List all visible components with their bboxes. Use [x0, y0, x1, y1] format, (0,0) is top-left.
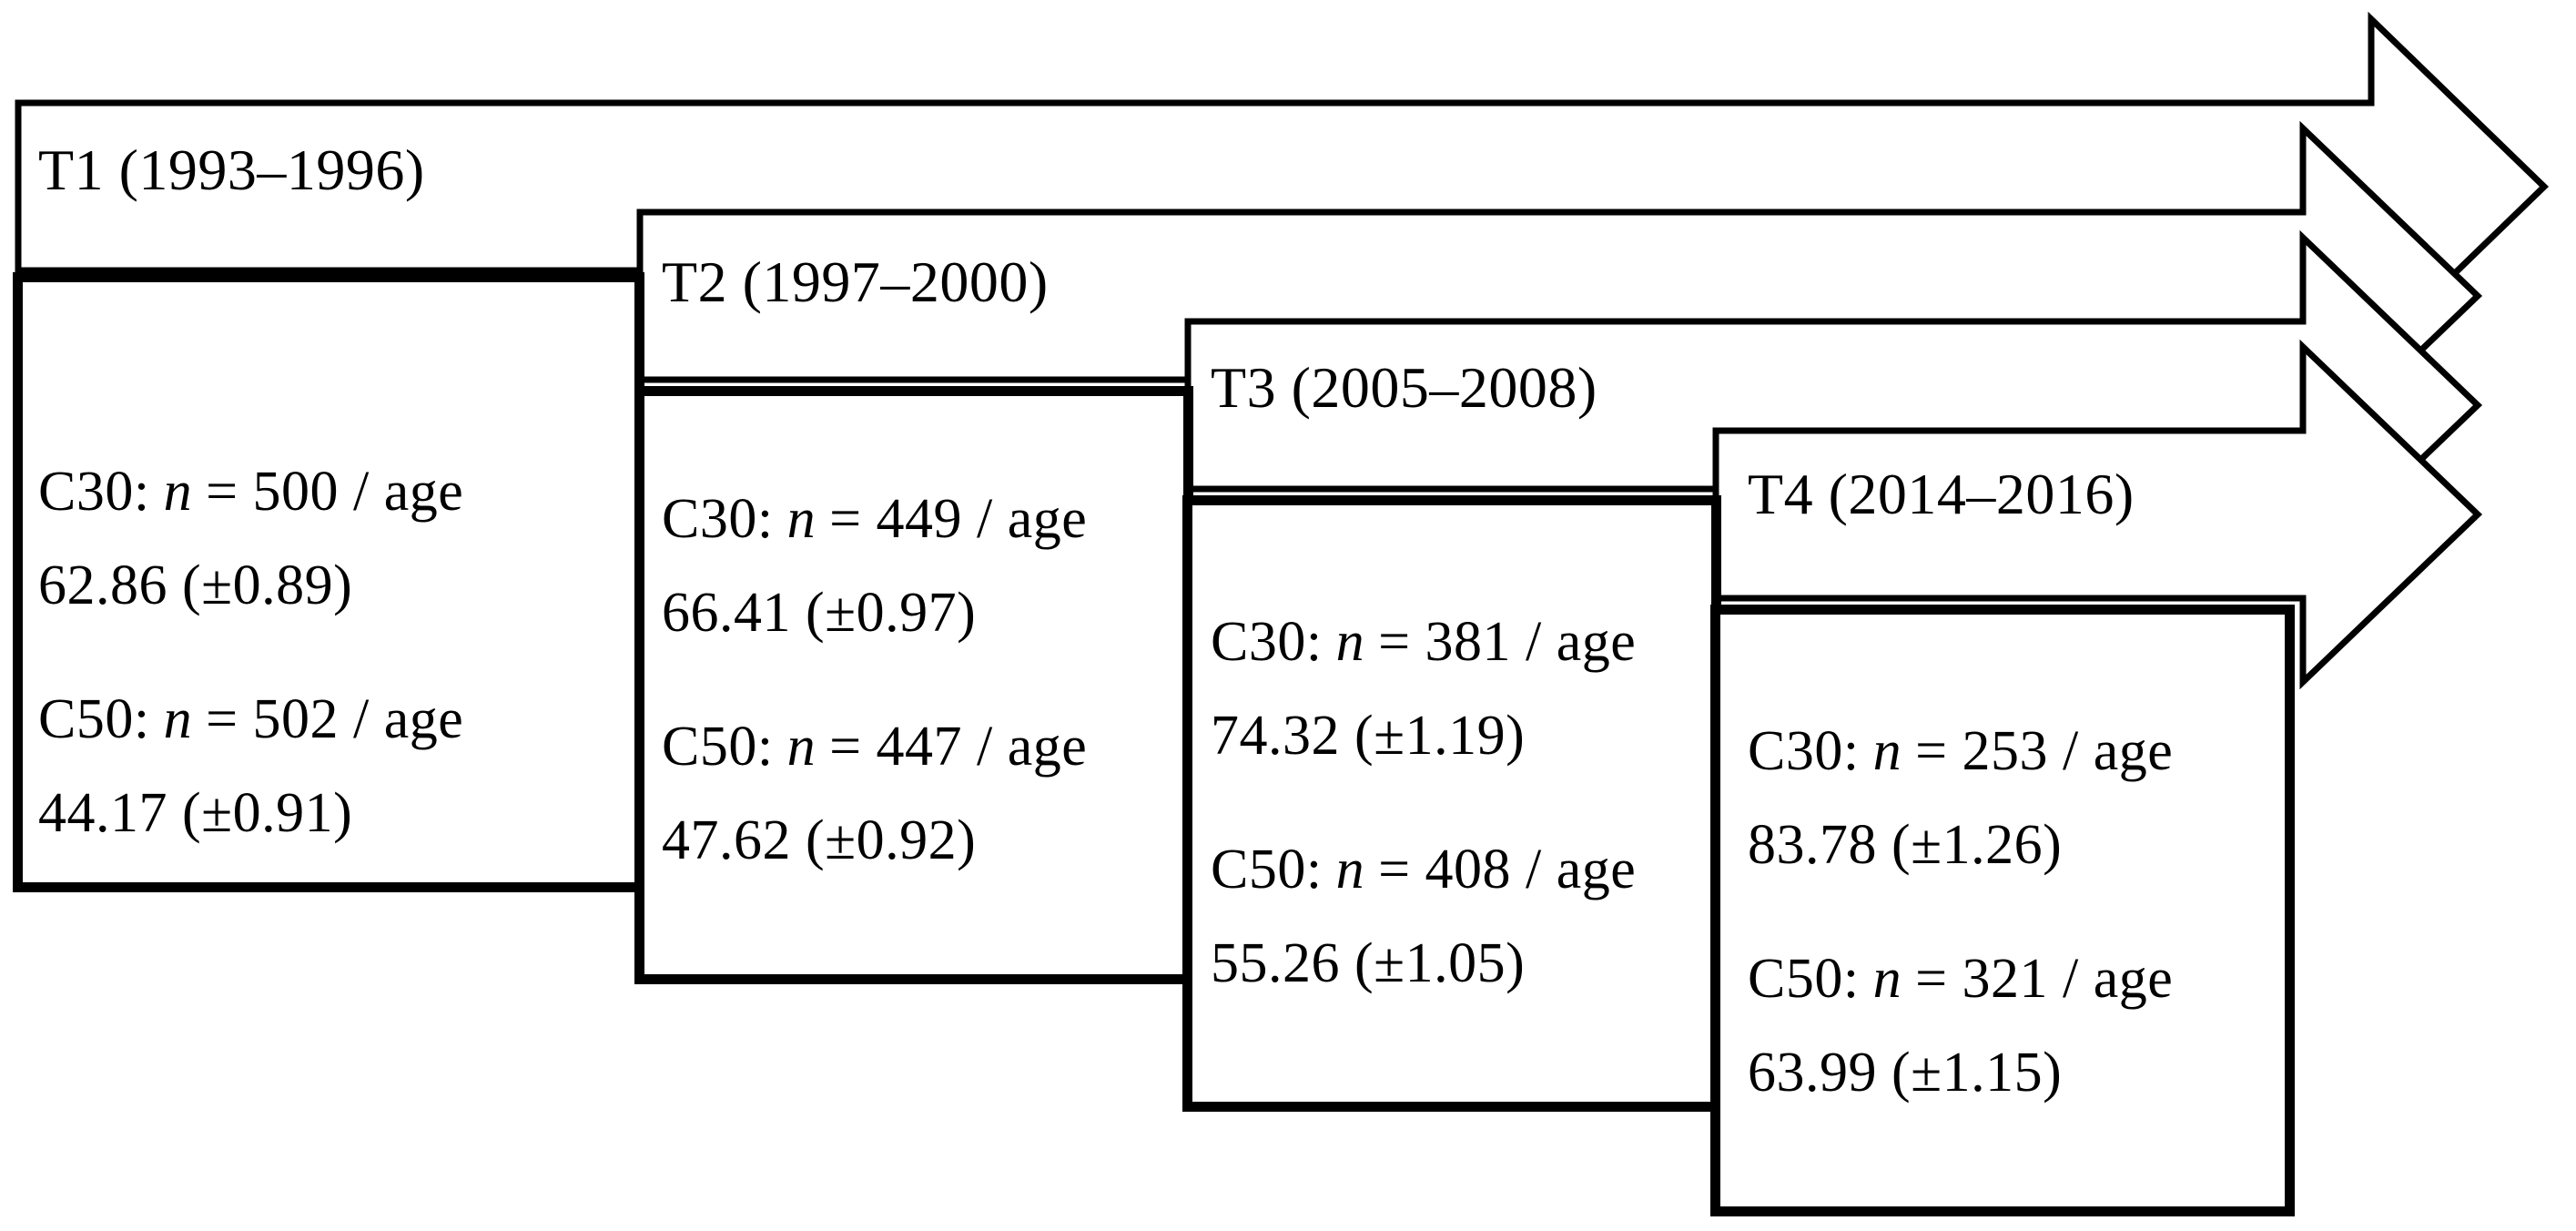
t3-banner-label: T3 (2005–2008) — [1211, 355, 1597, 420]
t4-c30-n-var: n — [1872, 720, 1902, 782]
t3-c50-cohort: C50: — [1211, 839, 1323, 900]
t4-c30-stat: 83.78 (±1.26) — [1748, 814, 2063, 876]
t3-c50-line: C50: n = 408 / age — [1211, 833, 1636, 906]
t4-c50-cohort: C50: — [1748, 948, 1860, 1010]
t2-c50-value: = 447 / age — [829, 716, 1088, 778]
t4-c30-cohort: C30: — [1748, 720, 1860, 782]
t1-c50-stat: 44.17 (±0.91) — [38, 782, 353, 844]
t4-banner-label: T4 (2014–2016) — [1748, 462, 2135, 526]
t4-c30-line: C30: n = 253 / age — [1748, 715, 2173, 788]
t2-c30-value: = 449 / age — [829, 488, 1088, 550]
t1-c50-value: = 502 / age — [206, 688, 464, 750]
t3-c30-cohort: C30: — [1211, 611, 1323, 673]
t2-c50-stat: 47.62 (±0.92) — [662, 809, 977, 871]
t4-c50-n-var: n — [1872, 948, 1902, 1010]
t4-c30-value: = 253 / age — [1915, 720, 2174, 782]
t2-c50-cohort: C50: — [662, 716, 774, 778]
t2-c30-n-var: n — [786, 488, 816, 550]
t1-banner-label: T1 (1993–1996) — [38, 137, 425, 202]
t1-c50-n-var: n — [163, 688, 193, 750]
t3-c30-value: = 381 / age — [1378, 611, 1637, 673]
t2-c30-stat: 66.41 (±0.97) — [662, 582, 977, 644]
t3-c30-line: C30: n = 381 / age — [1211, 605, 1636, 678]
t1-stats-box — [13, 272, 644, 892]
t1-c30-n-var: n — [163, 461, 193, 523]
t2-c30-line: C30: n = 449 / age — [662, 483, 1087, 555]
t3-c30-n-var: n — [1335, 611, 1365, 673]
t2-c30-cohort: C30: — [662, 488, 774, 550]
t4-c50-line: C50: n = 321 / age — [1748, 942, 2173, 1015]
t2-stats-box — [634, 386, 1193, 984]
t1-c30-value: = 500 / age — [206, 461, 464, 523]
t3-c50-stat: 55.26 (±1.05) — [1211, 932, 1526, 994]
t4-arrow-banner — [1712, 339, 2483, 690]
t3-c50-value: = 408 / age — [1378, 839, 1637, 900]
t3-c30-stat: 74.32 (±1.19) — [1211, 705, 1526, 767]
t1-c50-cohort: C50: — [38, 688, 150, 750]
t2-c50-line: C50: n = 447 / age — [662, 710, 1087, 783]
t1-c30-cohort: C30: — [38, 461, 150, 523]
t1-c50-line: C50: n = 502 / age — [38, 683, 463, 756]
t4-stats-box — [1710, 605, 2295, 1216]
t4-c50-stat: 63.99 (±1.15) — [1748, 1042, 2063, 1104]
t2-banner-label: T2 (1997–2000) — [662, 249, 1049, 314]
t4-c50-value: = 321 / age — [1915, 948, 2174, 1010]
t3-c50-n-var: n — [1335, 839, 1365, 900]
t1-c30-stat: 62.86 (±0.89) — [38, 554, 353, 616]
t3-stats-box — [1182, 495, 1721, 1112]
t1-c30-line: C30: n = 500 / age — [38, 455, 463, 528]
t2-c50-n-var: n — [786, 716, 816, 778]
